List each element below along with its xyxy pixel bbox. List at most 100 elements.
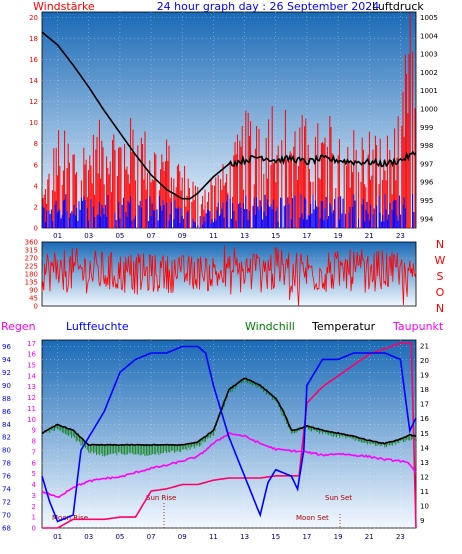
humidity-tick-label: 68 xyxy=(2,525,11,533)
rain-tick-label: 1 xyxy=(32,514,36,522)
wind-direction-series xyxy=(41,245,417,306)
hour-label: 23 xyxy=(396,232,405,240)
compass-letter: S xyxy=(437,270,444,283)
hour-label: 13 xyxy=(240,232,249,240)
hour-label: 07 xyxy=(147,533,156,541)
chart-title: 24 hour graph day : 26 September 2024 xyxy=(157,0,380,13)
legend-regen: Regen xyxy=(1,320,36,333)
humidity-tick-label: 94 xyxy=(2,356,11,364)
hour-label: 03 xyxy=(84,232,93,240)
hour-label: 03 xyxy=(84,533,93,541)
wind-speed-tick-label: 16 xyxy=(29,56,38,64)
wind-speed-tick-label: 2 xyxy=(34,203,38,211)
sun-moon-annotations: Moon Rise Sun Rise Moon Set Sun Set xyxy=(52,494,352,528)
wind-direction-line xyxy=(41,245,417,306)
temperature-tick-label: 10 xyxy=(420,503,429,511)
rain-tick-label: 5 xyxy=(32,470,36,478)
rain-tick-label: 16 xyxy=(27,351,36,359)
wind-axis-title: Windstärke xyxy=(33,0,95,13)
temperature-line xyxy=(41,377,417,447)
wind-speed-tick-label: 4 xyxy=(34,182,39,190)
temperature-tick-label: 19 xyxy=(420,371,429,379)
rain-tick-label: 10 xyxy=(27,416,36,424)
humidity-line xyxy=(41,345,417,523)
compass-letter: N xyxy=(436,302,444,315)
temperature-tick-label: 18 xyxy=(420,386,429,394)
wind-direction-tick-label: 225 xyxy=(25,263,38,271)
wind-speed-tick-label: 14 xyxy=(29,77,38,85)
pressure-tick-label: 1001 xyxy=(420,87,438,95)
wind-speed-tick-label: 8 xyxy=(34,140,38,148)
hour-labels-top: 01 03 05 07 09 11 13 15 17 19 21 23 xyxy=(53,232,405,240)
dewpoint-line xyxy=(41,432,417,499)
temperature-ticks: 9 10 11 12 13 14 15 16 17 18 19 20 21 xyxy=(420,342,429,525)
legend-luftfeuchte: Luftfeuchte xyxy=(66,320,129,333)
wind-speed-tick-label: 0 xyxy=(34,225,38,233)
wind-speed-tick-label: 10 xyxy=(29,119,38,127)
wind-direction-tick-label: 45 xyxy=(29,295,38,303)
rain-tick-label: 15 xyxy=(27,361,36,369)
pressure-line xyxy=(41,31,417,200)
hour-label: 17 xyxy=(302,232,311,240)
rain-tick-label: 6 xyxy=(32,459,37,467)
hour-label: 15 xyxy=(271,232,280,240)
pressure-tick-label: 1003 xyxy=(420,51,438,59)
moon-set-label: Moon Set xyxy=(296,514,329,522)
temperature-tick-label: 14 xyxy=(420,444,429,452)
wind-speed-ticks: 0 2 4 6 8 10 12 14 16 18 20 xyxy=(29,14,38,233)
rain-tick-label: 17 xyxy=(27,340,36,348)
rain-tick-label: 9 xyxy=(32,427,36,435)
hour-label: 21 xyxy=(365,533,374,541)
humidity-tick-label: 90 xyxy=(2,382,11,390)
pressure-tick-label: 1004 xyxy=(420,32,438,40)
hour-label: 11 xyxy=(209,533,218,541)
hour-label: 05 xyxy=(115,533,124,541)
rain-tick-label: 13 xyxy=(27,383,36,391)
temperature-tick-label: 17 xyxy=(420,401,429,409)
hour-label: 11 xyxy=(209,232,218,240)
moon-rise-label: Moon Rise xyxy=(52,514,88,522)
hour-label: 05 xyxy=(115,232,124,240)
rain-tick-label: 11 xyxy=(27,405,36,413)
hour-label: 09 xyxy=(178,533,187,541)
hour-label: 01 xyxy=(53,232,62,240)
wind-direction-tick-label: 315 xyxy=(25,247,38,255)
legend-taupunkt: Taupunkt xyxy=(392,320,444,333)
humidity-tick-label: 74 xyxy=(2,486,11,494)
pressure-tick-label: 996 xyxy=(420,179,434,187)
hour-label: 13 xyxy=(240,533,249,541)
pressure-tick-label: 994 xyxy=(420,215,434,223)
humidity-tick-label: 70 xyxy=(2,512,11,520)
wind-direction-tick-label: 135 xyxy=(25,279,38,287)
temperature-tick-label: 12 xyxy=(420,473,429,481)
temperature-tick-label: 20 xyxy=(420,357,429,365)
pressure-ticks: 994 995 996 997 998 999 1000 1001 1002 1003 1004 10… xyxy=(420,14,438,223)
temperature-tick-label: 15 xyxy=(420,430,429,438)
humidity-tick-label: 76 xyxy=(2,473,11,481)
wind-direction-tick-label: 90 xyxy=(29,287,38,295)
hour-label: 15 xyxy=(271,533,280,541)
humidity-tick-label: 88 xyxy=(2,395,11,403)
humidity-tick-label: 96 xyxy=(2,343,11,351)
compass-letter: N xyxy=(436,238,444,251)
rain-tick-label: 2 xyxy=(32,503,36,511)
humidity-tick-label: 80 xyxy=(2,447,11,455)
hour-label: 07 xyxy=(147,232,156,240)
pressure-tick-label: 997 xyxy=(420,160,433,168)
hour-label: 23 xyxy=(396,533,405,541)
humidity-tick-label: 86 xyxy=(2,408,11,416)
temperature-tick-label: 16 xyxy=(420,415,429,423)
temperature-tick-label: 11 xyxy=(420,488,429,496)
hour-label: 19 xyxy=(334,533,343,541)
hour-label: 19 xyxy=(334,232,343,240)
pressure-axis-title: Luftdruck xyxy=(372,0,424,13)
pressure-tick-label: 1002 xyxy=(420,69,438,77)
rain-line xyxy=(42,342,417,529)
compass-letter: W xyxy=(435,254,446,267)
pressure-tick-label: 1000 xyxy=(420,106,438,114)
rain-tick-label: 12 xyxy=(27,394,36,402)
